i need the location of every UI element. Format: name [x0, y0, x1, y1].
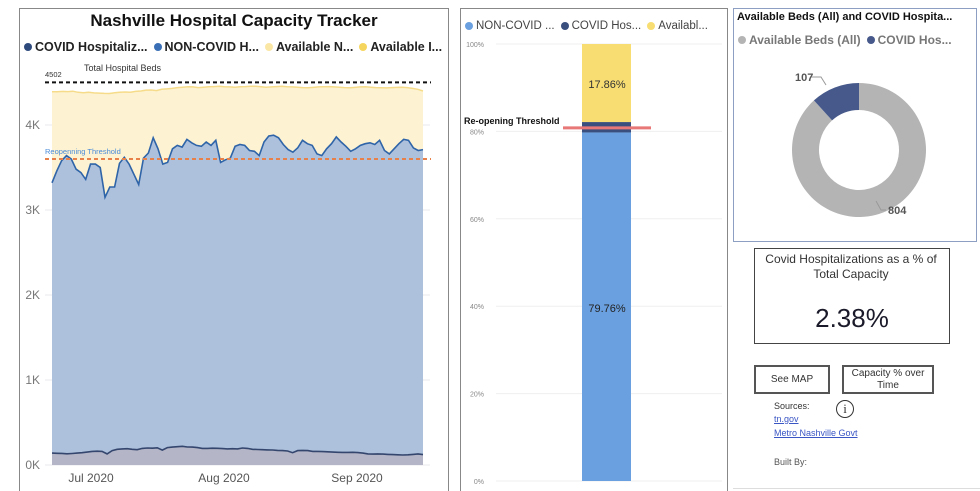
- legend-label: NON-COVID H...: [164, 40, 259, 54]
- leader-line: [811, 76, 827, 86]
- source-link-metro-nashville[interactable]: Metro Nashville Govt: [774, 428, 858, 438]
- legend-dot-icon: [560, 22, 569, 30]
- bar-legend: NON-COVID ... COVID Hos... Availabl...: [465, 20, 714, 32]
- legend-label: Available I...: [370, 40, 443, 54]
- legend-item-noncovid[interactable]: NON-COVID ...: [465, 20, 555, 32]
- kpi-card: Covid Hospitalizations as a % of Total C…: [754, 248, 950, 344]
- legend-label: NON-COVID ...: [476, 20, 555, 32]
- legend-item-covid[interactable]: COVID Hos...: [560, 20, 642, 32]
- bar-segment[interactable]: [582, 44, 631, 123]
- covid-line: [51, 445, 424, 456]
- sources-label: Sources:: [774, 401, 810, 411]
- legend-item-noncovid[interactable]: NON-COVID H...: [153, 40, 259, 54]
- donut-title: Available Beds (All) and COVID Hospita..…: [737, 11, 953, 23]
- covid-area: [52, 446, 423, 465]
- stacked-percent-bar-chart: 0%20%40%60%80%100% Re-opening Threshold …: [464, 42, 722, 486]
- y-tick-label: 20%: [470, 392, 484, 399]
- built-by-label: Built By:: [774, 457, 808, 467]
- beds-donut-panel: Available Beds (All) and COVID Hospita..…: [733, 8, 977, 242]
- y-tick-label: 3K: [25, 203, 40, 217]
- bottom-divider: [733, 488, 980, 489]
- legend-item-covid[interactable]: COVID Hos...: [866, 33, 952, 47]
- total-beds-value: 4502: [45, 70, 62, 79]
- bar-segment[interactable]: [582, 132, 631, 482]
- y-tick-label: 80%: [470, 129, 484, 136]
- legend-item-covid[interactable]: COVID Hospitaliz...: [24, 40, 148, 54]
- kpi-value: 2.38%: [815, 303, 889, 333]
- kpi-title: Covid Hospitalizations as a % of Total C…: [765, 252, 937, 281]
- legend-item-available-n[interactable]: Available N...: [264, 40, 354, 54]
- noncovid-line: [51, 134, 424, 200]
- legend-dot-icon: [738, 36, 746, 44]
- y-tick-label: 100%: [466, 42, 484, 49]
- legend-dot-icon: [465, 22, 473, 30]
- x-tick-label: Jul 2020: [68, 471, 114, 485]
- legend-label: COVID Hos...: [877, 33, 952, 47]
- capacity-percent-panel: NON-COVID ... COVID Hos... Availabl...: [460, 8, 728, 491]
- legend-label: Available Beds (All): [749, 33, 861, 47]
- capacity-area-chart: 4502 Total Hospital Beds Reopenning Thre…: [25, 63, 431, 485]
- total-beds-label: Total Hospital Beds: [84, 63, 162, 73]
- legend-dot-icon: [359, 43, 368, 51]
- info-icon[interactable]: i: [836, 400, 854, 418]
- donut-slice[interactable]: [813, 83, 859, 121]
- capacity-over-time-button[interactable]: Capacity % over Time: [842, 365, 934, 394]
- legend-dot-icon: [866, 36, 875, 44]
- available-beds-line: [51, 85, 424, 95]
- chart-legend: COVID Hospitaliz... NON-COVID H... Avail…: [24, 40, 448, 54]
- available-percent-label: 17.86%: [588, 79, 626, 91]
- donut-legend: Available Beds (All) COVID Hos...: [738, 33, 958, 47]
- beds-donut-chart: 107 804: [792, 72, 926, 217]
- legend-label: COVID Hospitaliz...: [35, 40, 148, 54]
- y-tick-label: 1K: [25, 373, 40, 387]
- legend-dot-icon: [264, 43, 273, 51]
- threshold-label: Reopenning Threshold: [45, 147, 121, 156]
- legend-label: Availabl...: [658, 20, 708, 32]
- capacity-tracker-panel: Nashville Hospital Capacity Tracker COVI…: [19, 8, 449, 491]
- y-tick-label: 4K: [25, 118, 40, 132]
- legend-dot-icon: [153, 43, 162, 51]
- covid-slice-label: 107: [795, 72, 813, 84]
- y-tick-label: 60%: [470, 217, 484, 224]
- see-map-button[interactable]: See MAP: [754, 365, 830, 394]
- threshold-label: Re-opening Threshold: [464, 116, 560, 126]
- noncovid-percent-label: 79.76%: [588, 303, 626, 315]
- source-link-tn-gov[interactable]: tn.gov: [774, 414, 799, 424]
- x-tick-label: Sep 2020: [331, 471, 383, 485]
- x-tick-label: Aug 2020: [198, 471, 250, 485]
- leader-line: [875, 200, 886, 211]
- noncovid-area: [52, 135, 423, 465]
- legend-dot-icon: [647, 22, 656, 30]
- y-tick-label: 0K: [25, 458, 40, 472]
- legend-item-available-all[interactable]: Available Beds (All): [738, 33, 861, 47]
- legend-item-available[interactable]: Availabl...: [647, 20, 708, 32]
- chart-title: Nashville Hospital Capacity Tracker: [90, 11, 378, 30]
- legend-label: Available N...: [275, 40, 354, 54]
- y-tick-label: 2K: [25, 288, 40, 302]
- legend-item-available-i[interactable]: Available I...: [359, 40, 442, 54]
- legend-label: COVID Hos...: [571, 20, 642, 32]
- available-slice-label: 804: [888, 205, 907, 217]
- y-tick-label: 0%: [474, 479, 484, 486]
- legend-dot-icon: [24, 43, 32, 51]
- donut-slice[interactable]: [792, 83, 926, 217]
- y-tick-label: 40%: [470, 304, 484, 311]
